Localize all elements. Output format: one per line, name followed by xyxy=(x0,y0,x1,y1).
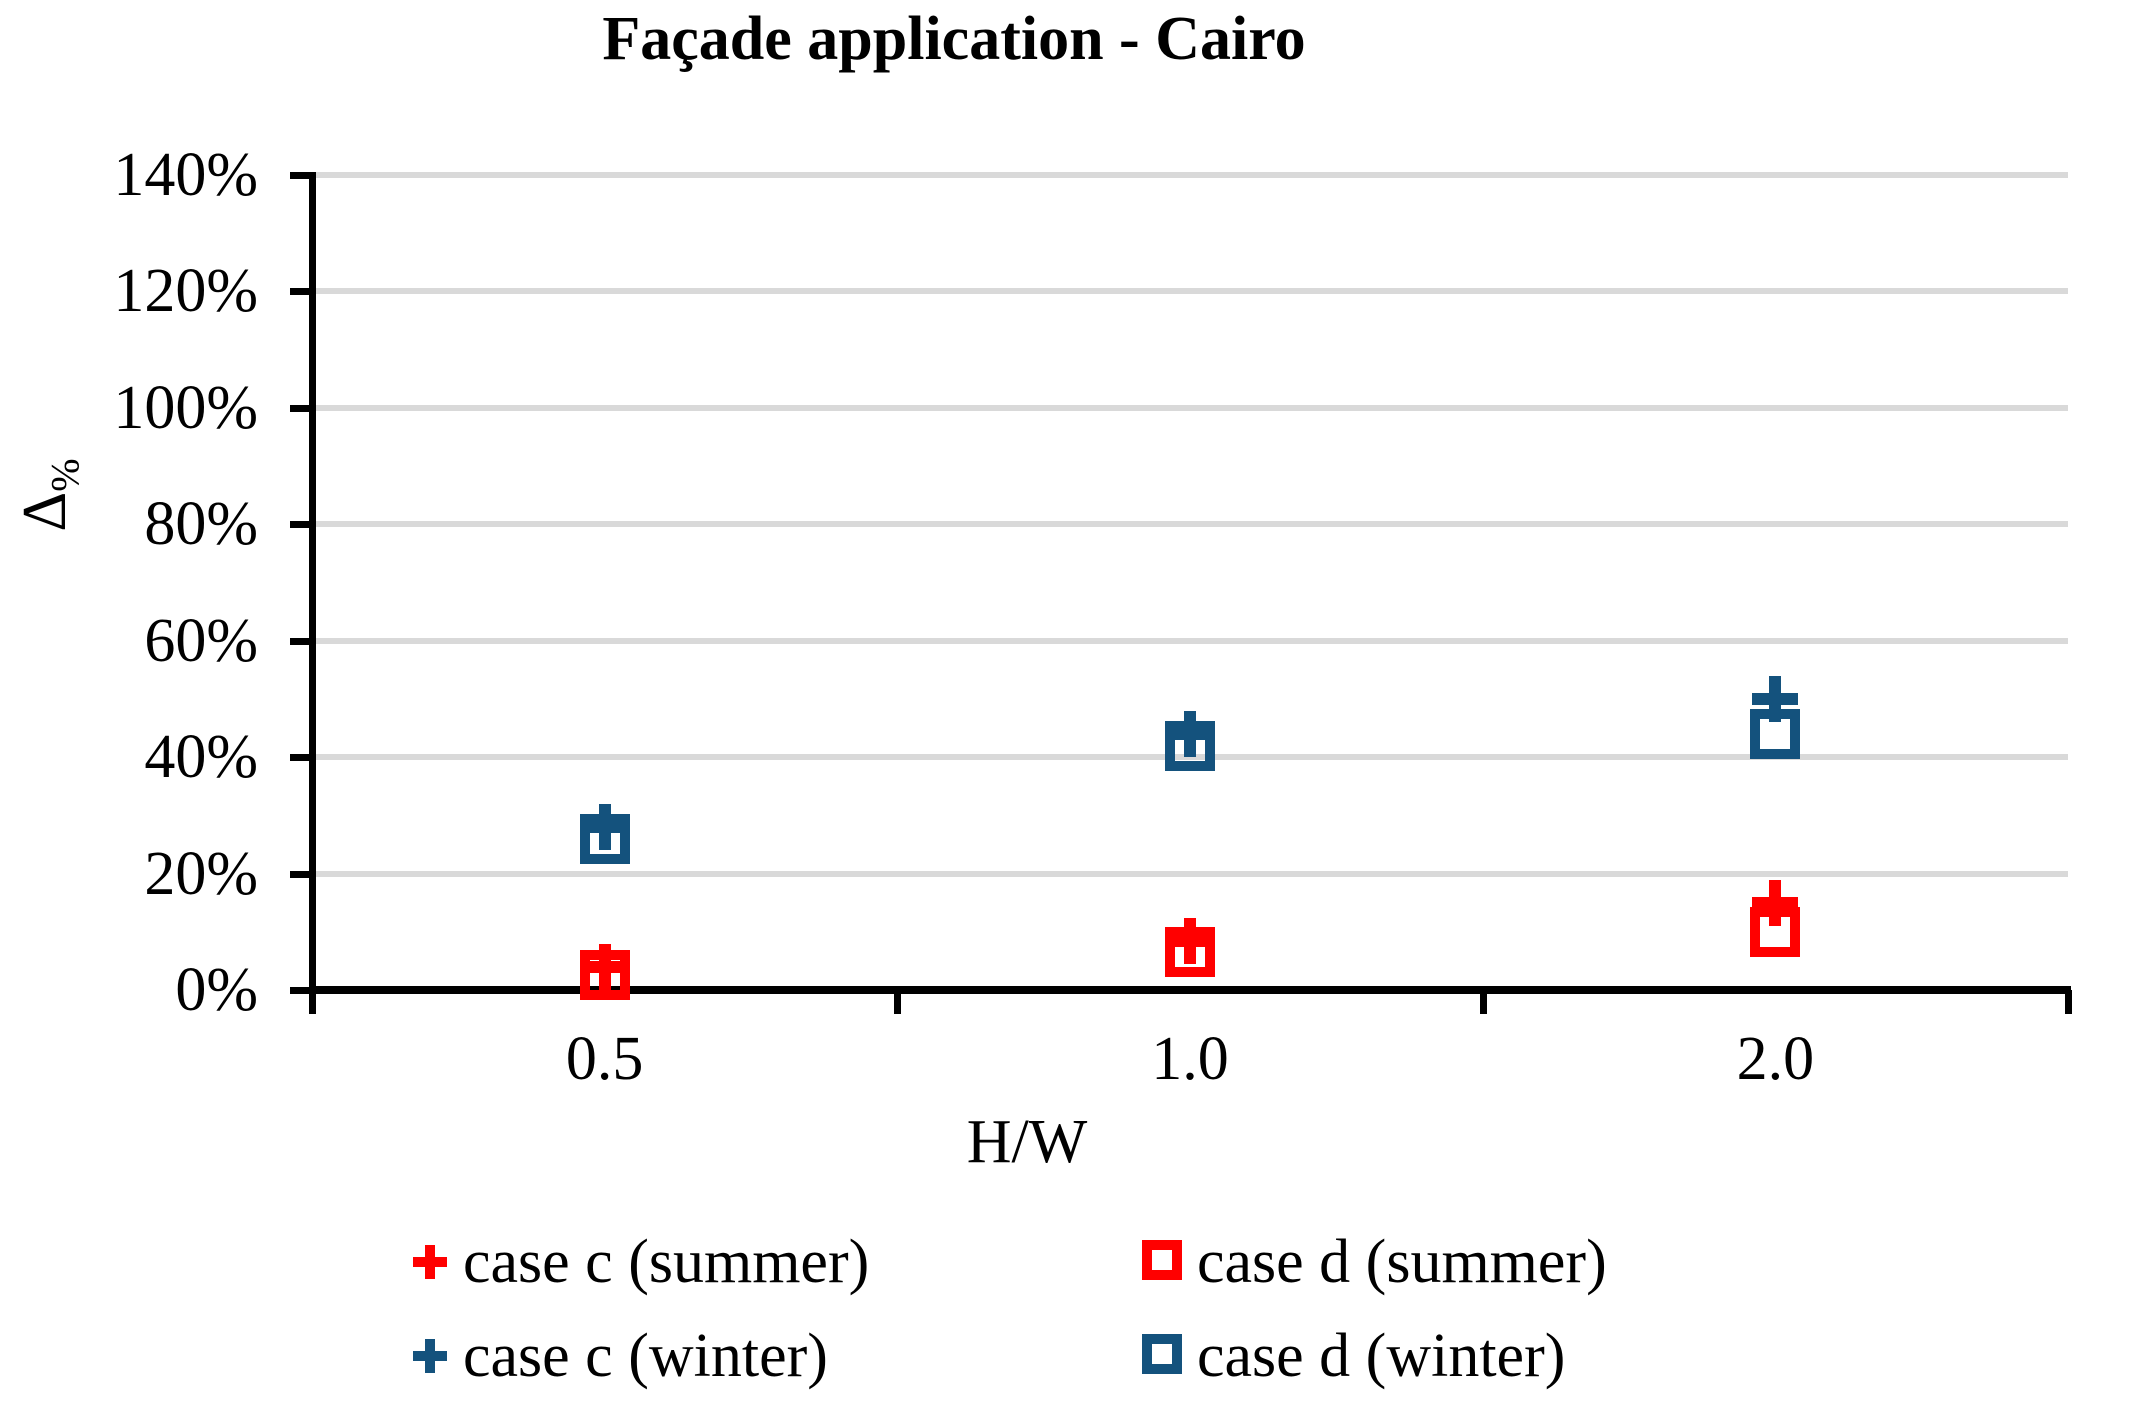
y-axis-tick xyxy=(290,987,316,994)
chart-title: Façade application - Cairo xyxy=(602,5,1306,73)
y-axis-tick xyxy=(290,870,316,878)
marker-case-d-winter-hw-1.0-square-icon xyxy=(1165,720,1215,771)
marker-case-c-winter-hw-2.0-plus-icon xyxy=(1752,692,1799,705)
gridline-20pct xyxy=(312,870,2068,877)
y-tick-label-140pct: 140% xyxy=(113,141,258,209)
x-tick-label-1.0: 1.0 xyxy=(1151,1025,1229,1093)
y-axis-tick xyxy=(290,404,316,412)
x-axis-tick xyxy=(894,990,902,1014)
legend-case-c-winter-plus-icon xyxy=(413,1351,447,1361)
y-axis-tick xyxy=(290,754,316,762)
x-axis-line xyxy=(309,986,2071,994)
y-axis-line xyxy=(309,172,316,1008)
legend-case-c-winter-label: case c (winter) xyxy=(463,1322,828,1390)
legend-case-c-summer-label: case c (summer) xyxy=(463,1228,870,1296)
y-tick-label-60pct: 60% xyxy=(144,606,258,675)
marker-case-d-summer-hw-1.0-square-icon xyxy=(1165,927,1215,978)
marker-case-c-summer-hw-1.0-plus-icon xyxy=(1167,934,1213,947)
y-tick-label-120pct: 120% xyxy=(113,257,258,326)
marker-case-d-winter-hw-2.0-square-icon xyxy=(1750,708,1801,759)
marker-case-c-summer-hw-2.0-plus-icon xyxy=(1752,896,1799,909)
y-axis-tick xyxy=(290,637,316,645)
legend-case-c-summer-plus-icon xyxy=(413,1257,447,1267)
y-tick-label-100pct: 100% xyxy=(113,373,258,442)
marker-case-d-summer-hw-2.0-square-icon xyxy=(1750,906,1801,957)
x-axis-tick xyxy=(1479,990,1487,1014)
gridline-80pct xyxy=(312,521,2068,528)
y-tick-label-0pct: 0% xyxy=(175,956,258,1024)
gridline-100pct xyxy=(312,404,2068,411)
legend-case-d-winter-square-icon xyxy=(1142,1334,1182,1374)
marker-case-c-winter-hw-1.0-plus-icon xyxy=(1167,727,1213,740)
gridline-60pct xyxy=(312,637,2068,644)
gridline-40pct xyxy=(312,754,2068,761)
y-axis-tick xyxy=(290,288,316,296)
x-tick-label-0.5: 0.5 xyxy=(565,1025,644,1093)
marker-case-d-winter-hw-0.5-square-icon xyxy=(579,813,630,864)
marker-case-d-summer-hw-0.5-square-icon xyxy=(579,950,630,1001)
y-axis-tick xyxy=(290,172,316,179)
legend-case-d-summer-square-icon xyxy=(1142,1240,1182,1280)
x-axis-tick xyxy=(2065,990,2072,1014)
y-axis-tick xyxy=(290,521,316,529)
marker-case-c-winter-hw-0.5-plus-icon xyxy=(581,821,628,833)
y-tick-label-80pct: 80% xyxy=(144,490,258,559)
x-axis-tick xyxy=(309,990,316,1014)
gridline-120pct xyxy=(312,288,2068,295)
y-tick-label-20pct: 20% xyxy=(144,839,258,908)
x-tick-label-2.0: 2.0 xyxy=(1736,1025,1815,1093)
marker-case-c-summer-hw-0.5-plus-icon xyxy=(581,960,628,973)
gridline-140pct xyxy=(312,172,2068,178)
y-tick-label-40pct: 40% xyxy=(144,723,258,792)
legend-case-d-winter-label: case d (winter) xyxy=(1197,1322,1566,1390)
x-axis-title: H/W xyxy=(966,1108,1088,1176)
legend-case-d-summer-label: case d (summer) xyxy=(1197,1228,1607,1296)
